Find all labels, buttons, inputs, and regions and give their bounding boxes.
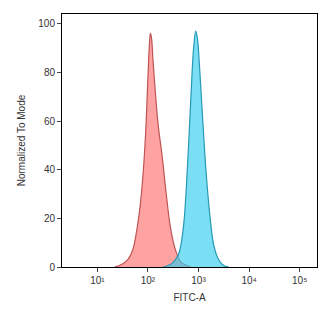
svg-text:10²: 10² — [141, 275, 156, 286]
svg-text:10¹: 10¹ — [90, 275, 105, 286]
svg-text:100: 100 — [38, 18, 55, 29]
svg-text:40: 40 — [44, 164, 56, 175]
svg-text:Normalized To Mode: Normalized To Mode — [16, 94, 27, 186]
svg-text:10³: 10³ — [191, 275, 206, 286]
svg-text:0: 0 — [49, 262, 55, 273]
svg-text:80: 80 — [44, 67, 56, 78]
svg-text:60: 60 — [44, 116, 56, 127]
svg-text:10⁵: 10⁵ — [292, 275, 307, 286]
svg-text:20: 20 — [44, 213, 56, 224]
svg-text:10⁴: 10⁴ — [241, 275, 256, 286]
svg-text:FITC-A: FITC-A — [173, 292, 206, 303]
